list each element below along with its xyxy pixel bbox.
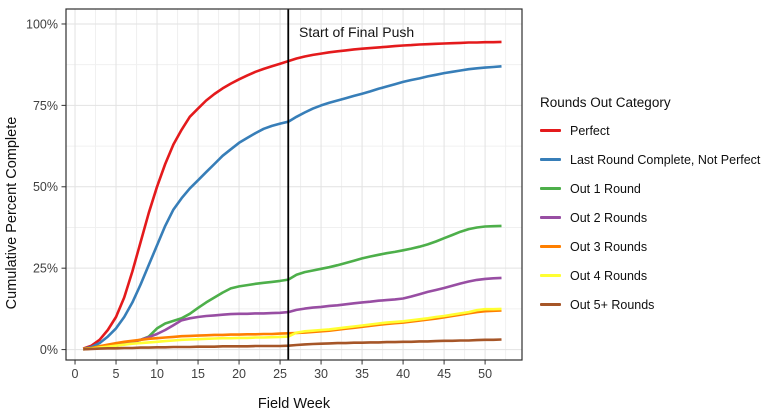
series-line-out-5-rounds — [83, 338, 502, 351]
x-tick-label: 25 — [273, 367, 287, 381]
series-line-perfect — [82, 40, 502, 350]
legend-item: Last Round Complete, Not Perfect — [540, 145, 769, 174]
y-axis-title: Cumulative Percent Complete — [4, 116, 20, 310]
legend-item: Out 4 Rounds — [540, 261, 769, 290]
series-line-out-2-rounds — [83, 276, 502, 351]
x-tick-label: 5 — [113, 367, 120, 381]
x-axis-title: Field Week — [257, 396, 331, 412]
gridlines — [66, 9, 522, 360]
series-line-out-4-rounds — [83, 307, 502, 351]
y-tick-label: 50% — [33, 180, 58, 194]
legend-key-line-icon — [540, 302, 561, 307]
x-tick-label: 0 — [72, 367, 79, 381]
legend-label: Out 4 Rounds — [570, 268, 648, 283]
y-tick-label: 100% — [26, 17, 58, 31]
series-line-out-3-rounds — [83, 309, 502, 351]
legend-item: Out 2 Rounds — [540, 203, 769, 232]
legend-key-line-icon — [540, 215, 561, 220]
annotation-start-of-final-push: Start of Final Push — [299, 24, 415, 40]
x-tick-label: 10 — [150, 367, 164, 381]
legend-item: Out 1 Round — [540, 174, 769, 203]
legend-item: Out 3 Rounds — [540, 232, 769, 261]
panel-border — [65, 8, 523, 361]
legend-item: Perfect — [540, 116, 769, 145]
legend: Rounds Out Category Perfect Last Round Co… — [540, 95, 769, 319]
legend-key-line-icon — [540, 128, 561, 133]
legend-title: Rounds Out Category — [540, 95, 671, 110]
x-tick-label: 20 — [232, 367, 246, 381]
legend-key-line-icon — [540, 186, 561, 191]
plot-panel — [66, 9, 522, 360]
legend-items: Perfect Last Round Complete, Not Perfect O… — [540, 116, 769, 319]
legend-key-line-icon — [540, 244, 561, 249]
legend-key-line-icon — [540, 273, 561, 278]
axis-ticks-and-labels: 0 5 10 15 20 25 30 35 40 45 50 0% 25% 50% 75% 100% — [26, 17, 492, 381]
y-tick-label: 0% — [40, 343, 58, 357]
legend-label: Last Round Complete, Not Perfect — [570, 152, 761, 167]
x-tick-label: 15 — [191, 367, 205, 381]
legend-key-line-icon — [540, 157, 561, 162]
series-line-last-round-complete-not-perfect — [82, 65, 502, 351]
series-line-out-1-round — [83, 224, 502, 351]
legend-label: Perfect — [570, 123, 610, 138]
legend-item: Out 5+ Rounds — [540, 290, 769, 319]
legend-label: Out 3 Rounds — [570, 239, 648, 254]
x-tick-label: 40 — [396, 367, 410, 381]
legend-label: Out 5+ Rounds — [570, 297, 655, 312]
legend-label: Out 2 Rounds — [570, 210, 648, 225]
series-lines — [82, 40, 502, 351]
y-tick-label: 25% — [33, 262, 58, 276]
y-tick-label: 75% — [33, 99, 58, 113]
x-tick-label: 45 — [437, 367, 451, 381]
legend-label: Out 1 Round — [570, 181, 641, 196]
x-tick-label: 35 — [355, 367, 369, 381]
x-tick-label: 50 — [478, 367, 492, 381]
x-tick-label: 30 — [314, 367, 328, 381]
